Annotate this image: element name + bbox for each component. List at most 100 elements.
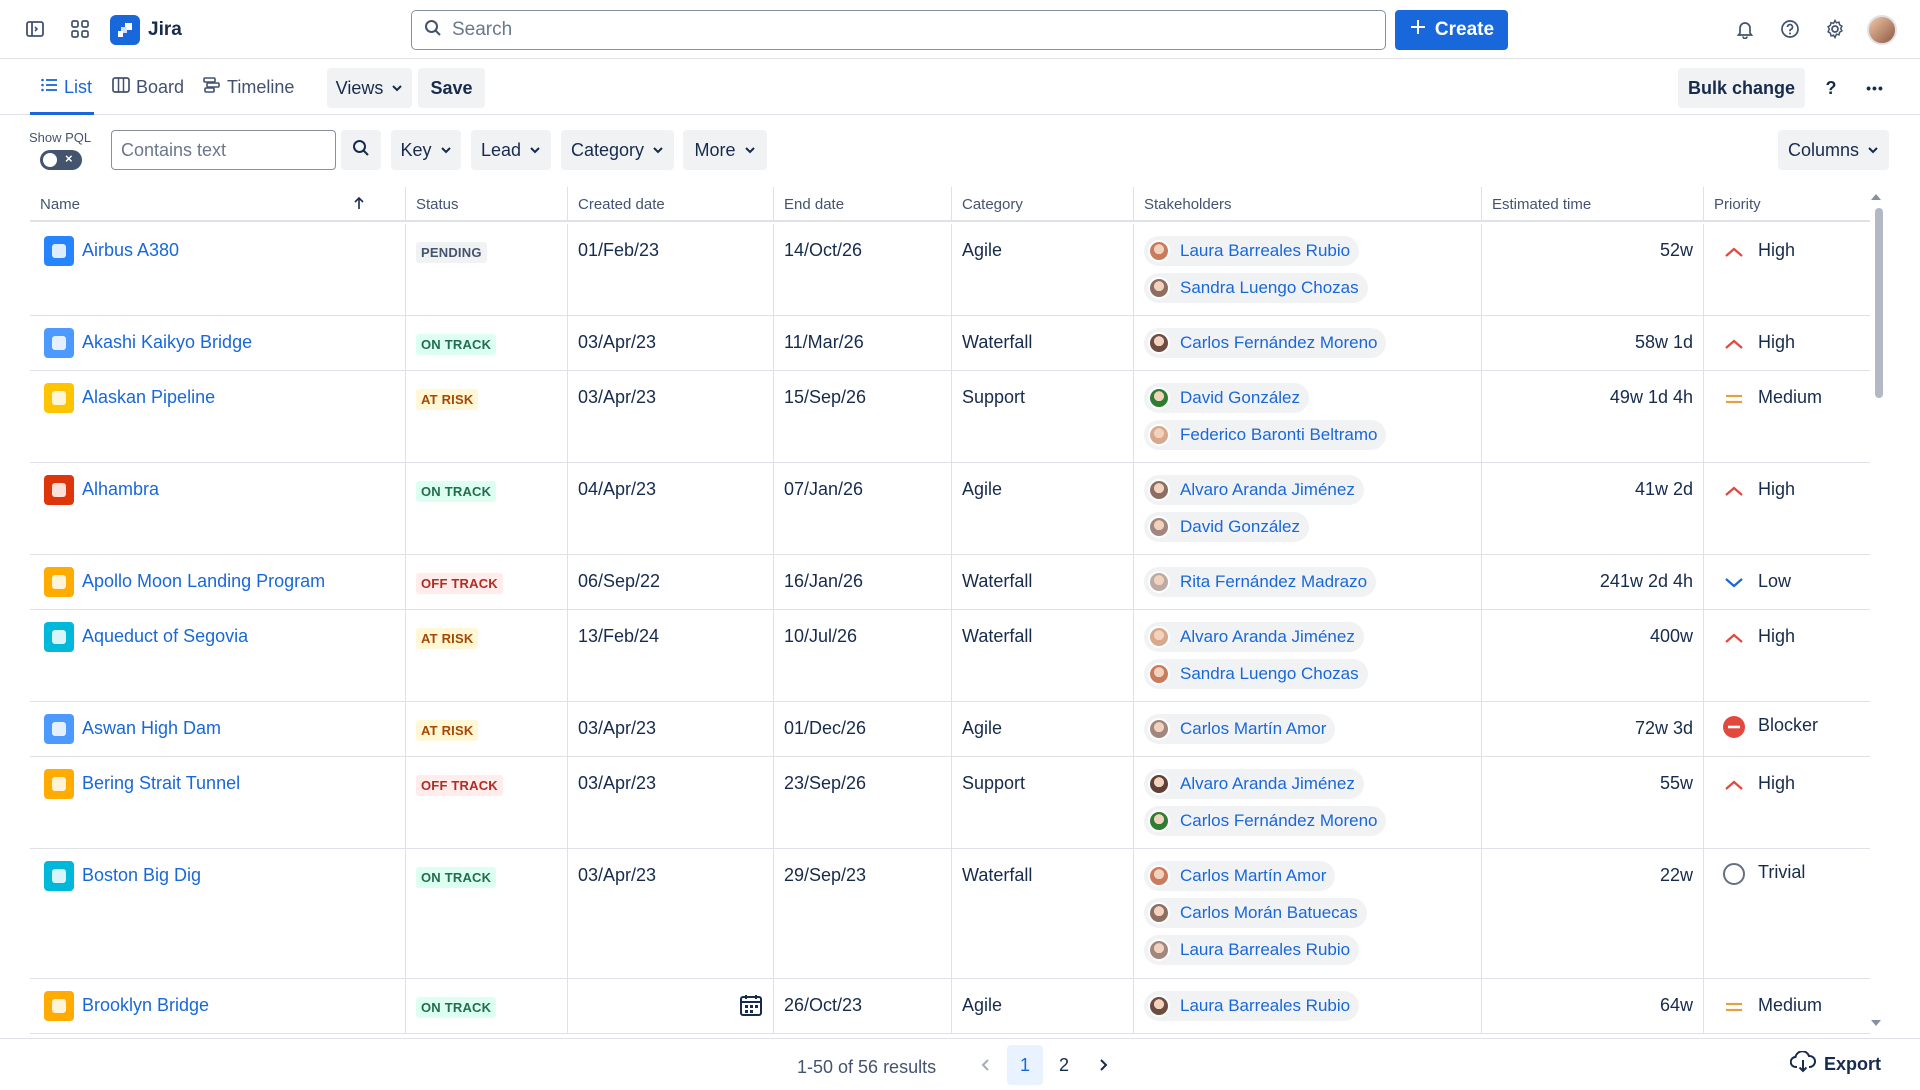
app-switcher-icon[interactable] [65, 14, 95, 44]
table-row[interactable]: Airbus A380 PENDING 01/Feb/23 14/Oct/26 Agil… [30, 224, 1870, 316]
project-name-link[interactable]: Bering Strait Tunnel [82, 773, 241, 793]
project-name-link[interactable]: Alaskan Pipeline [82, 387, 216, 407]
cell-category: Agile [951, 224, 1133, 315]
page-1-button[interactable]: 1 [1007, 1045, 1043, 1085]
stakeholder-chip[interactable]: Alvaro Aranda Jiménez [1144, 622, 1364, 652]
table-row[interactable]: Apollo Moon Landing Program OFF TRACK 06/S… [30, 555, 1870, 610]
previous-page-icon[interactable] [968, 1045, 1004, 1085]
column-header-category[interactable]: Category [951, 187, 1133, 222]
status-badge[interactable]: AT RISK [416, 628, 479, 649]
column-header-created[interactable]: Created date [567, 187, 773, 222]
status-badge[interactable]: AT RISK [416, 720, 479, 741]
column-header-end[interactable]: End date [773, 187, 951, 222]
table-row[interactable]: Aswan High Dam AT RISK 03/Apr/23 01/Dec/26 A… [30, 702, 1870, 757]
stakeholder-name: David González [1180, 388, 1301, 407]
scrollbar-thumb[interactable] [1875, 208, 1883, 398]
create-button[interactable]: Create [1395, 10, 1508, 50]
stakeholder-chip[interactable]: Carlos Martín Amor [1144, 861, 1336, 891]
stakeholder-chip[interactable]: Laura Barreales Rubio [1144, 935, 1360, 965]
project-name-link[interactable]: Brooklyn Bridge [82, 995, 210, 1015]
contains-text-input[interactable] [111, 130, 336, 170]
status-badge[interactable]: OFF TRACK [416, 573, 503, 594]
stakeholder-chip[interactable]: Laura Barreales Rubio [1144, 236, 1360, 266]
page-2-button[interactable]: 2 [1058, 1054, 1069, 1075]
column-header-name[interactable]: Name [30, 187, 405, 222]
stakeholder-chip[interactable]: Carlos Fernández Moreno [1144, 328, 1387, 358]
table-row[interactable]: Boston Big Dig ON TRACK 03/Apr/23 29/Sep/23… [30, 849, 1870, 979]
tab-list[interactable]: List [40, 72, 92, 102]
calendar-icon[interactable] [739, 993, 763, 1022]
project-name-link[interactable]: Alhambra [82, 479, 160, 499]
columns-dropdown[interactable]: Columns [1778, 130, 1889, 170]
table-scrollbar[interactable] [1870, 190, 1882, 1030]
status-badge[interactable]: ON TRACK [416, 334, 497, 355]
export-button[interactable]: Export [1789, 1050, 1881, 1078]
status-badge[interactable]: ON TRACK [416, 481, 497, 502]
stakeholder-chip[interactable]: David González [1144, 383, 1310, 413]
save-button[interactable]: Save [418, 68, 485, 108]
more-filters-dropdown[interactable]: More [683, 130, 767, 170]
lead-filter-dropdown[interactable]: Lead [471, 130, 551, 170]
category-filter-dropdown[interactable]: Category [561, 130, 674, 170]
help-question-icon[interactable]: ? [1825, 77, 1837, 98]
column-header-status[interactable]: Status [405, 187, 567, 222]
project-name-link[interactable]: Airbus A380 [82, 240, 180, 260]
table-row[interactable]: Alhambra ON TRACK 04/Apr/23 07/Jan/26 Agile A… [30, 463, 1870, 555]
project-name-link[interactable]: Akashi Kaikyo Bridge [82, 332, 253, 352]
end-date: 26/Oct/23 [784, 995, 863, 1015]
project-name-link[interactable]: Aswan High Dam [82, 718, 222, 738]
settings-icon[interactable] [1820, 14, 1850, 44]
tab-board[interactable]: Board [112, 72, 184, 102]
status-badge[interactable]: ON TRACK [416, 997, 497, 1018]
cell-category: Waterfall [951, 610, 1133, 701]
help-icon[interactable] [1775, 14, 1805, 44]
stakeholder-name: Laura Barreales Rubio [1180, 996, 1351, 1015]
end-date: 07/Jan/26 [784, 479, 864, 499]
search-input[interactable] [452, 19, 1352, 41]
project-name-link[interactable]: Boston Big Dig [82, 865, 202, 885]
stakeholder-chip[interactable]: Laura Barreales Rubio [1144, 991, 1360, 1021]
jira-logo[interactable]: Jira [110, 15, 182, 45]
column-header-stakeholders[interactable]: Stakeholders [1133, 187, 1481, 222]
sort-ascending-icon[interactable] [353, 196, 365, 214]
cell-end: 14/Oct/26 [773, 224, 951, 315]
created-date: 06/Sep/22 [578, 571, 661, 591]
table-row[interactable]: Bering Strait Tunnel OFF TRACK 03/Apr/23 23… [30, 757, 1870, 849]
project-name-link[interactable]: Apollo Moon Landing Program [82, 571, 326, 591]
table-row[interactable]: Alaskan Pipeline AT RISK 03/Apr/23 15/Sep/2… [30, 371, 1870, 463]
status-badge[interactable]: AT RISK [416, 389, 479, 410]
global-search[interactable] [411, 10, 1386, 50]
user-avatar[interactable] [1867, 15, 1897, 45]
bulk-change-button[interactable]: Bulk change [1678, 68, 1805, 108]
show-pql-toggle[interactable]: × [40, 150, 82, 170]
stakeholder-chip[interactable]: Carlos Martín Amor [1144, 714, 1336, 744]
stakeholder-chip[interactable]: Federico Baronti Beltramo [1144, 420, 1387, 450]
views-dropdown[interactable]: Views [327, 68, 412, 108]
notifications-icon[interactable] [1730, 14, 1760, 44]
stakeholder-chip[interactable]: Alvaro Aranda Jiménez [1144, 475, 1364, 505]
status-badge[interactable]: PENDING [416, 242, 487, 263]
filter-search-button[interactable] [341, 130, 381, 170]
stakeholder-chip[interactable]: David González [1144, 512, 1310, 542]
status-badge[interactable]: OFF TRACK [416, 775, 503, 796]
table-row[interactable]: Akashi Kaikyo Bridge ON TRACK 03/Apr/23 11/… [30, 316, 1870, 371]
stakeholder-chip[interactable]: Sandra Luengo Chozas [1144, 273, 1368, 303]
key-filter-dropdown[interactable]: Key [391, 130, 461, 170]
status-badge[interactable]: ON TRACK [416, 867, 497, 888]
priority-high-icon [1722, 240, 1746, 264]
next-page-icon[interactable] [1085, 1045, 1121, 1085]
stakeholder-chip[interactable]: Carlos Fernández Moreno [1144, 806, 1387, 836]
sidebar-toggle-icon[interactable] [20, 14, 50, 44]
stakeholder-chip[interactable]: Sandra Luengo Chozas [1144, 659, 1368, 689]
table-row[interactable]: Brooklyn Bridge ON TRACK 26/Oct/23 Agile Lau… [30, 979, 1870, 1034]
stakeholder-chip[interactable]: Alvaro Aranda Jiménez [1144, 769, 1364, 799]
table-row[interactable]: Aqueduct of Segovia AT RISK 13/Feb/24 10/Ju… [30, 610, 1870, 702]
stakeholder-chip[interactable]: Rita Fernández Madrazo [1144, 567, 1377, 597]
column-header-priority[interactable]: Priority [1703, 187, 1870, 222]
column-header-estimated[interactable]: Estimated time [1481, 187, 1703, 222]
more-actions-icon[interactable]: ••• [1866, 80, 1884, 96]
tab-timeline[interactable]: Timeline [203, 72, 294, 102]
stakeholder-chip[interactable]: Carlos Morán Batuecas [1144, 898, 1367, 928]
stakeholder-list: Laura Barreales Rubio [1144, 991, 1471, 1025]
project-name-link[interactable]: Aqueduct of Segovia [82, 626, 249, 646]
